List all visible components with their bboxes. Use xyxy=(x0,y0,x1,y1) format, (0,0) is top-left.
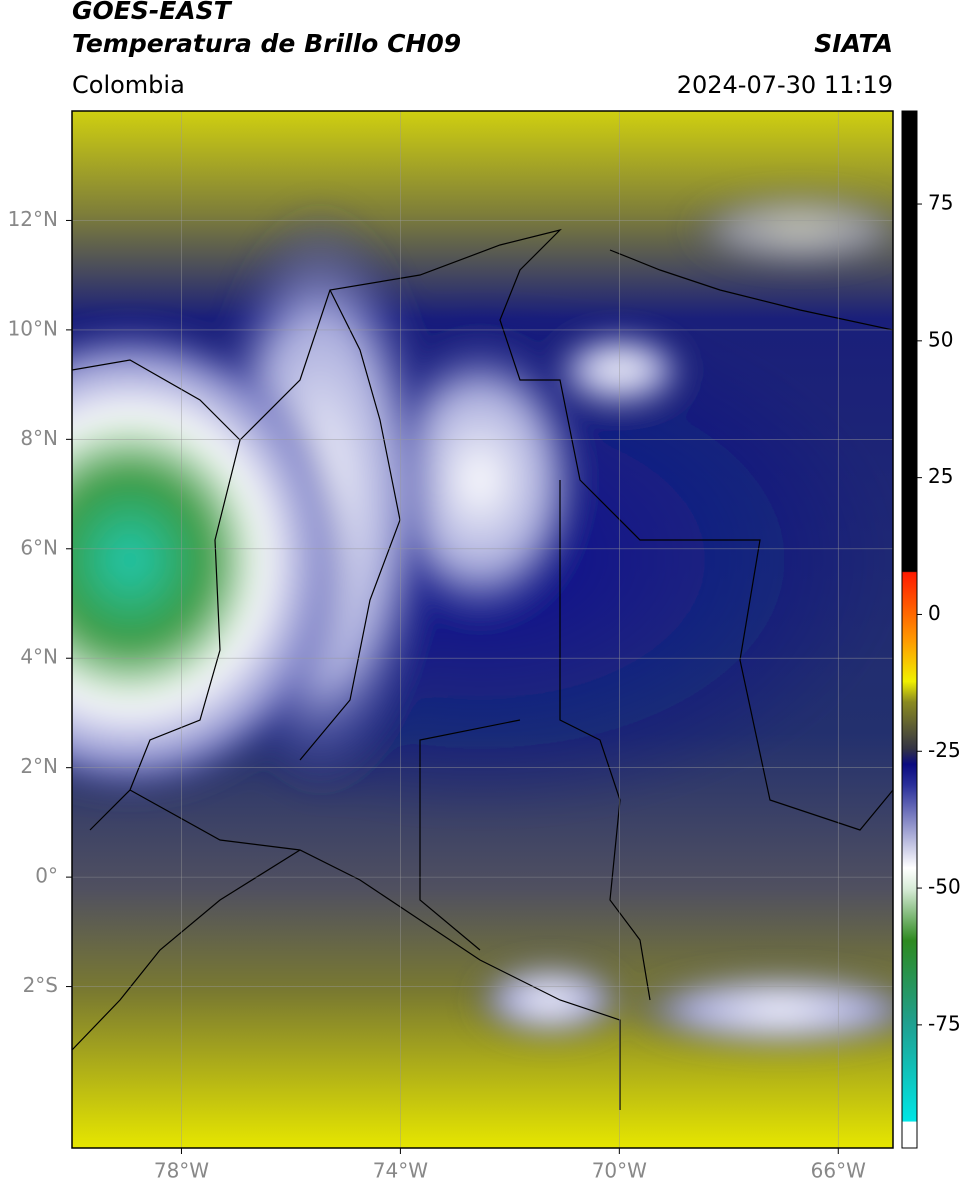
y-tick-label: 12°N xyxy=(8,207,58,231)
subtitle: Temperatura de Brillo CH09 xyxy=(72,29,461,58)
title: GOES-EAST xyxy=(72,0,233,25)
y-tick-label: 2°N xyxy=(20,754,58,778)
colorbar-tick-label: -50 xyxy=(928,875,961,899)
satellite-image xyxy=(72,111,893,1148)
y-tick-label: 10°N xyxy=(8,316,58,340)
x-tick-label: 74°W xyxy=(373,1159,428,1183)
y-tick-label: 0° xyxy=(35,864,58,888)
colorbar xyxy=(901,110,918,1149)
y-tick-label: 6°N xyxy=(20,535,58,559)
colorbar-tick-label: 0 xyxy=(928,601,941,625)
colorbar-tick-label: -25 xyxy=(928,738,961,762)
map-frame xyxy=(71,110,894,1149)
y-tick-label: 8°N xyxy=(20,426,58,450)
colorbar-tick-label: 75 xyxy=(928,191,953,215)
region: Colombia xyxy=(72,71,185,99)
x-tick-label: 70°W xyxy=(592,1159,647,1183)
colorbar-tick-label: -75 xyxy=(928,1011,961,1035)
x-tick-label: 66°W xyxy=(811,1159,866,1183)
y-tick-label: 2°S xyxy=(23,973,58,997)
colorbar-tick-label: 25 xyxy=(928,464,953,488)
colorbar-tick-label: 50 xyxy=(928,327,953,351)
source: SIATA xyxy=(814,29,893,58)
datetime: 2024-07-30 11:19 xyxy=(677,71,893,99)
y-tick-label: 4°N xyxy=(20,645,58,669)
x-tick-label: 78°W xyxy=(154,1159,209,1183)
